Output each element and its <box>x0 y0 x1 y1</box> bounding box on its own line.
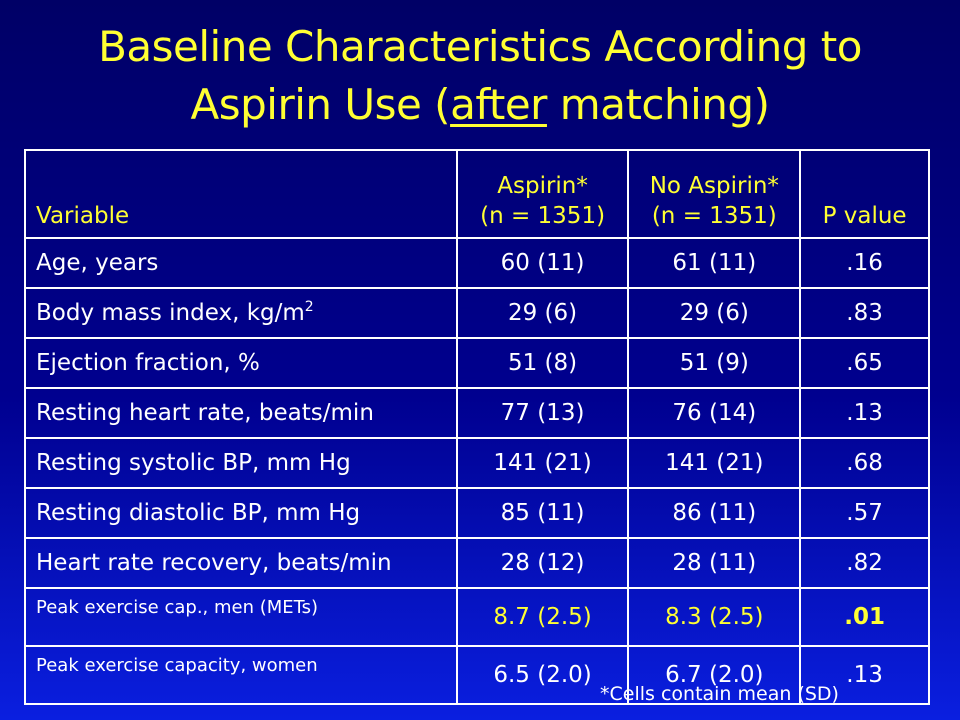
aspirin-value: 8.7 (2.5) <box>455 587 630 647</box>
table-row: Ejection fraction, % 51 (8) 51 (9) .65 <box>24 337 930 389</box>
slide-title: Baseline Characteristics According to As… <box>0 18 960 134</box>
header-aspirin-label: Aspirin* <box>497 173 588 199</box>
row-label: Peak exercise capacity, women <box>24 645 458 705</box>
aspirin-value: 85 (11) <box>455 487 630 539</box>
title-line-2-start: Aspirin Use ( <box>190 80 451 129</box>
row-label: Resting systolic BP, mm Hg <box>24 437 458 489</box>
row-label-text: Body mass index, kg/m <box>36 300 305 326</box>
table-row: Heart rate recovery, beats/min 28 (12) 2… <box>24 537 930 589</box>
table-row: Peak exercise capacity, women 6.5 (2.0) … <box>24 645 930 705</box>
title-line-1: Baseline Characteristics According to <box>98 22 862 71</box>
aspirin-value: 51 (8) <box>455 337 630 389</box>
aspirin-value: 28 (12) <box>455 537 630 589</box>
row-label: Peak exercise cap., men (METs) <box>24 587 458 647</box>
no-aspirin-value: 29 (6) <box>627 287 802 339</box>
no-aspirin-value: 61 (11) <box>627 237 802 289</box>
table-row: Body mass index, kg/m2 29 (6) 29 (6) .83 <box>24 287 930 339</box>
header-no-aspirin: No Aspirin* (n = 1351) <box>627 149 802 239</box>
p-value: .13 <box>799 387 930 439</box>
p-value: .01 <box>799 587 930 647</box>
superscript: 2 <box>304 299 314 315</box>
title-underlined-word: after <box>450 80 547 129</box>
row-label: Body mass index, kg/m2 <box>24 287 458 339</box>
p-value: .13 <box>799 645 930 705</box>
table-row: Resting heart rate, beats/min 77 (13) 76… <box>24 387 930 439</box>
no-aspirin-value: 51 (9) <box>627 337 802 389</box>
table-row: Age, years 60 (11) 61 (11) .16 <box>24 237 930 289</box>
no-aspirin-value: 86 (11) <box>627 487 802 539</box>
baseline-characteristics-table: Variable Aspirin* (n = 1351) No Aspirin*… <box>24 149 930 705</box>
header-aspirin-n: (n = 1351) <box>480 203 606 229</box>
p-value: .82 <box>799 537 930 589</box>
p-value: .83 <box>799 287 930 339</box>
title-line-2-end: matching) <box>546 80 770 129</box>
title-line-2: Aspirin Use (after matching) <box>0 76 960 134</box>
header-aspirin: Aspirin* (n = 1351) <box>455 149 630 239</box>
table-row: Resting diastolic BP, mm Hg 85 (11) 86 (… <box>24 487 930 539</box>
aspirin-value: 29 (6) <box>455 287 630 339</box>
row-label: Resting heart rate, beats/min <box>24 387 458 439</box>
header-no-aspirin-label: No Aspirin* <box>649 173 779 199</box>
row-label: Ejection fraction, % <box>24 337 458 389</box>
p-value: .57 <box>799 487 930 539</box>
no-aspirin-value: 6.7 (2.0) <box>627 645 802 705</box>
no-aspirin-value: 141 (21) <box>627 437 802 489</box>
header-variable: Variable <box>24 149 458 239</box>
aspirin-value: 60 (11) <box>455 237 630 289</box>
table-row: Resting systolic BP, mm Hg 141 (21) 141 … <box>24 437 930 489</box>
p-value: .68 <box>799 437 930 489</box>
table-row: Peak exercise cap., men (METs) 8.7 (2.5)… <box>24 587 930 647</box>
row-label: Heart rate recovery, beats/min <box>24 537 458 589</box>
aspirin-value: 77 (13) <box>455 387 630 439</box>
aspirin-value: 141 (21) <box>455 437 630 489</box>
footnote: *Cells contain mean (SD) <box>600 683 839 705</box>
table-header-row: Variable Aspirin* (n = 1351) No Aspirin*… <box>24 149 930 239</box>
header-p-value: P value <box>799 149 930 239</box>
no-aspirin-value: 76 (14) <box>627 387 802 439</box>
p-value: .16 <box>799 237 930 289</box>
row-label: Age, years <box>24 237 458 289</box>
no-aspirin-value: 28 (11) <box>627 537 802 589</box>
row-label: Resting diastolic BP, mm Hg <box>24 487 458 539</box>
aspirin-value: 6.5 (2.0) <box>455 645 630 705</box>
header-no-aspirin-n: (n = 1351) <box>651 203 777 229</box>
p-value: .65 <box>799 337 930 389</box>
no-aspirin-value: 8.3 (2.5) <box>627 587 802 647</box>
